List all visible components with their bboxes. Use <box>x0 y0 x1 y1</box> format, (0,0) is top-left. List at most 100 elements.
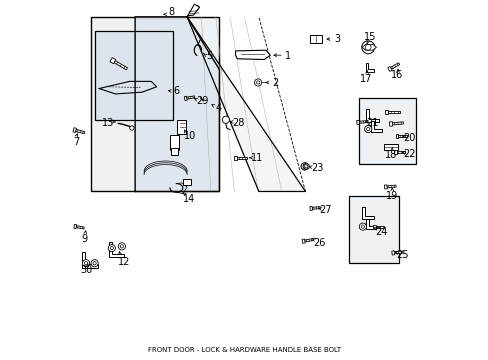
Circle shape <box>82 260 89 267</box>
Polygon shape <box>186 96 194 99</box>
Polygon shape <box>372 225 375 229</box>
Bar <box>383 144 397 150</box>
Bar <box>91 17 219 192</box>
Text: 21: 21 <box>366 118 378 128</box>
Polygon shape <box>362 44 376 50</box>
Polygon shape <box>365 63 374 72</box>
Polygon shape <box>114 60 127 70</box>
Circle shape <box>93 262 96 265</box>
Bar <box>183 179 191 185</box>
Circle shape <box>303 165 306 168</box>
Polygon shape <box>384 185 386 189</box>
Polygon shape <box>370 121 381 132</box>
Text: 23: 23 <box>310 163 323 173</box>
Polygon shape <box>81 252 98 268</box>
Text: 11: 11 <box>250 153 263 163</box>
Polygon shape <box>362 207 373 219</box>
Polygon shape <box>387 67 391 72</box>
Circle shape <box>84 262 87 265</box>
Text: FRONT DOOR - LOCK & HARDWARE HANDLE BASE BOLT: FRONT DOOR - LOCK & HARDWARE HANDLE BASE… <box>148 347 340 353</box>
Circle shape <box>110 247 113 250</box>
Polygon shape <box>393 251 402 254</box>
Circle shape <box>222 116 229 123</box>
Polygon shape <box>233 156 236 160</box>
Circle shape <box>91 260 98 267</box>
Text: 26: 26 <box>313 238 325 248</box>
Circle shape <box>365 44 370 50</box>
Polygon shape <box>236 157 246 159</box>
Text: 12: 12 <box>118 257 130 267</box>
Polygon shape <box>356 120 359 125</box>
Polygon shape <box>311 207 320 209</box>
Circle shape <box>301 163 308 170</box>
Circle shape <box>359 223 366 230</box>
Circle shape <box>361 225 364 228</box>
Circle shape <box>256 81 259 84</box>
Text: 10: 10 <box>183 131 196 141</box>
Text: 28: 28 <box>231 118 244 128</box>
Circle shape <box>364 126 371 133</box>
Polygon shape <box>375 226 384 228</box>
Polygon shape <box>391 251 394 255</box>
Circle shape <box>366 127 369 131</box>
Polygon shape <box>187 17 305 192</box>
Polygon shape <box>74 224 77 229</box>
Polygon shape <box>390 63 399 69</box>
Text: 4: 4 <box>215 103 221 113</box>
Text: 2: 2 <box>272 78 278 88</box>
Text: 17: 17 <box>360 73 372 84</box>
Polygon shape <box>309 206 312 211</box>
Polygon shape <box>304 239 313 242</box>
Bar <box>310 35 321 43</box>
Text: 5: 5 <box>206 51 212 61</box>
Text: 22: 22 <box>403 149 415 159</box>
Text: 18: 18 <box>385 150 397 160</box>
Text: 29: 29 <box>196 96 208 106</box>
Bar <box>94 31 172 120</box>
Polygon shape <box>365 219 375 229</box>
Circle shape <box>129 126 134 130</box>
Text: 13: 13 <box>102 118 114 128</box>
Bar <box>177 120 186 134</box>
Bar <box>348 196 398 263</box>
Polygon shape <box>393 150 396 154</box>
Polygon shape <box>108 242 123 257</box>
Text: 25: 25 <box>395 250 407 260</box>
Polygon shape <box>302 239 305 243</box>
Polygon shape <box>397 135 406 137</box>
Text: 3: 3 <box>333 34 339 44</box>
Polygon shape <box>359 121 367 123</box>
Bar <box>171 148 178 154</box>
Polygon shape <box>76 129 85 134</box>
Polygon shape <box>386 185 395 188</box>
Text: 30: 30 <box>81 265 93 275</box>
Bar <box>170 135 179 149</box>
Polygon shape <box>76 226 84 229</box>
Text: 20: 20 <box>403 133 415 143</box>
Text: 15: 15 <box>363 32 375 41</box>
Circle shape <box>254 79 261 86</box>
Text: 14: 14 <box>183 194 195 204</box>
Text: 24: 24 <box>374 227 387 237</box>
Polygon shape <box>303 163 308 170</box>
Polygon shape <box>235 50 270 59</box>
Text: 19: 19 <box>386 191 398 201</box>
Polygon shape <box>135 17 219 192</box>
Text: 27: 27 <box>318 206 331 216</box>
Polygon shape <box>187 4 199 16</box>
Polygon shape <box>387 111 400 113</box>
Text: 9: 9 <box>81 234 88 244</box>
Circle shape <box>361 41 374 54</box>
Polygon shape <box>388 122 392 126</box>
Circle shape <box>120 245 123 248</box>
Polygon shape <box>110 58 116 64</box>
Polygon shape <box>366 109 379 122</box>
Circle shape <box>303 165 306 168</box>
Circle shape <box>108 244 115 252</box>
Polygon shape <box>384 109 387 114</box>
Circle shape <box>118 243 125 250</box>
Polygon shape <box>395 134 397 138</box>
Polygon shape <box>396 151 405 153</box>
Polygon shape <box>392 122 403 125</box>
Text: 16: 16 <box>390 70 402 80</box>
